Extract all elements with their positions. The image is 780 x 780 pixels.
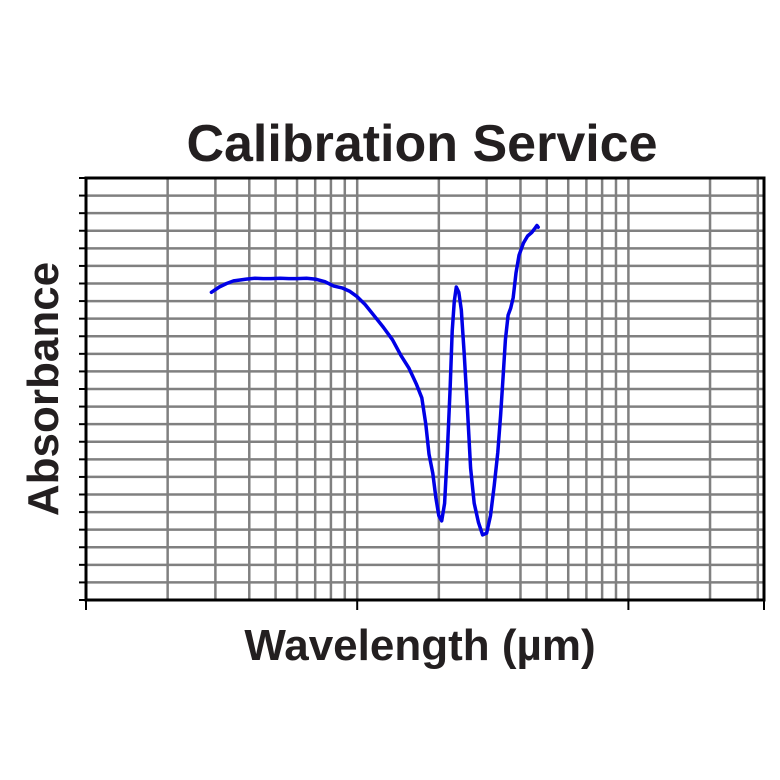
chart-title: Calibration Service [186, 115, 657, 173]
series-group [209, 223, 540, 537]
grid [86, 178, 764, 600]
x-axis-label: Wavelength (µm) [244, 621, 595, 670]
y-axis-label: Absorbance [19, 262, 68, 516]
plot-frame [84, 176, 766, 602]
series-line [209, 223, 540, 537]
